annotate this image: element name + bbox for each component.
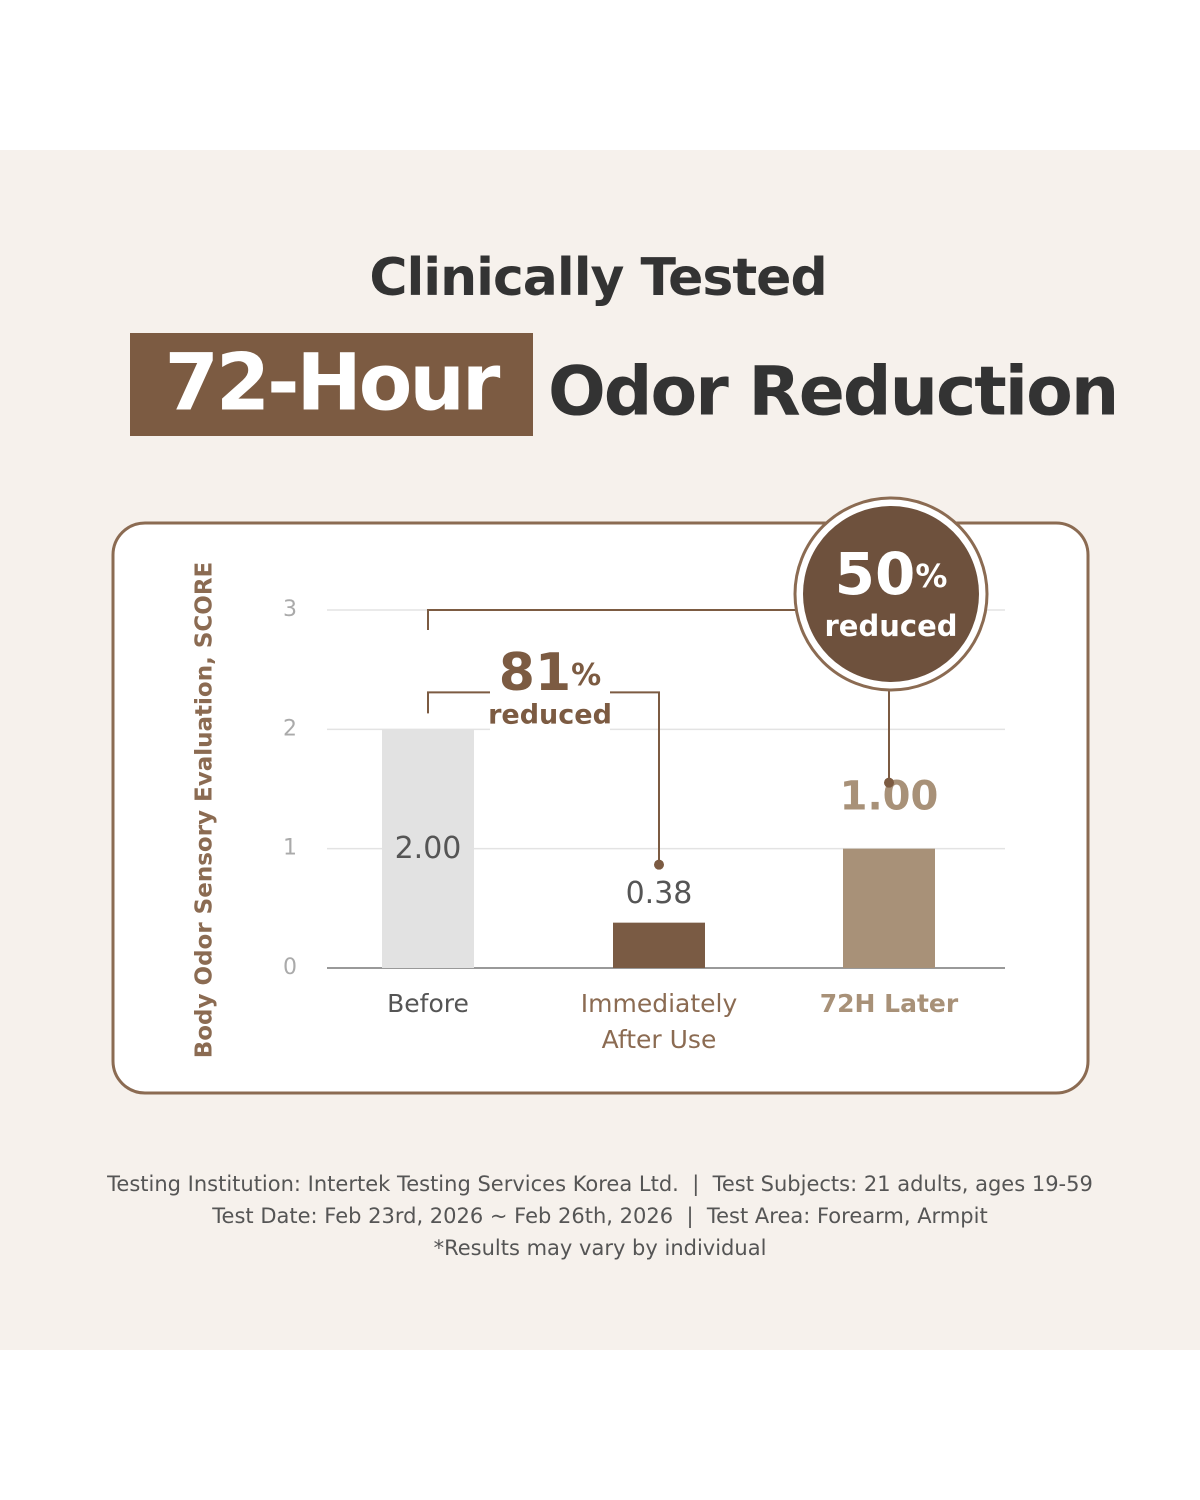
value-label: 2.00 bbox=[395, 831, 462, 866]
badge bbox=[803, 506, 979, 682]
y-tick-label: 2 bbox=[283, 716, 297, 741]
bracket-dot bbox=[654, 859, 664, 870]
annotation-value: 50 bbox=[835, 540, 916, 608]
bracket bbox=[427, 609, 889, 630]
annotation: 81% bbox=[499, 643, 601, 703]
y-tick-label: 3 bbox=[283, 597, 297, 622]
headline-highlight: 72-Hour bbox=[165, 338, 501, 428]
bar bbox=[382, 729, 474, 968]
annotation-unit: % bbox=[915, 557, 947, 595]
footnote: Testing Institution: Intertek Testing Se… bbox=[106, 1172, 1093, 1197]
footnote: Test Date: Feb 23rd, 2026 ~ Feb 26th, 20… bbox=[211, 1204, 987, 1229]
annotation-note: reduced bbox=[488, 700, 612, 731]
headline: Odor Reduction bbox=[548, 353, 1117, 432]
y-tick-label: 0 bbox=[283, 955, 297, 980]
bar bbox=[613, 922, 705, 968]
chart-title: Clinically Tested bbox=[369, 248, 826, 308]
footnote: *Results may vary by individual bbox=[434, 1236, 767, 1260]
annotation: 50% bbox=[835, 540, 948, 608]
x-tick-label-box: 72H Later bbox=[819, 989, 959, 1018]
x-tick-label: Immediately After Use bbox=[580, 989, 738, 1054]
value-label: 0.38 bbox=[626, 876, 693, 911]
bar bbox=[843, 848, 935, 968]
annotation-value: 81 bbox=[499, 643, 571, 703]
x-tick-label: Before bbox=[387, 989, 469, 1018]
y-tick-label: 1 bbox=[283, 836, 297, 861]
annotation-unit: % bbox=[571, 658, 601, 693]
annotation-note: reduced bbox=[825, 609, 958, 643]
y-axis-label: Body Odor Sensory Evaluation, SCORE bbox=[192, 562, 218, 1059]
annotation-bg bbox=[490, 648, 610, 738]
x-tick-label-box: Immediately After Use bbox=[580, 989, 738, 1054]
bracket-dot bbox=[884, 777, 894, 788]
x-tick-label: 72H Later bbox=[819, 989, 959, 1018]
x-tick-label-box: Before bbox=[387, 989, 469, 1018]
headline-highlight-box bbox=[130, 333, 533, 436]
